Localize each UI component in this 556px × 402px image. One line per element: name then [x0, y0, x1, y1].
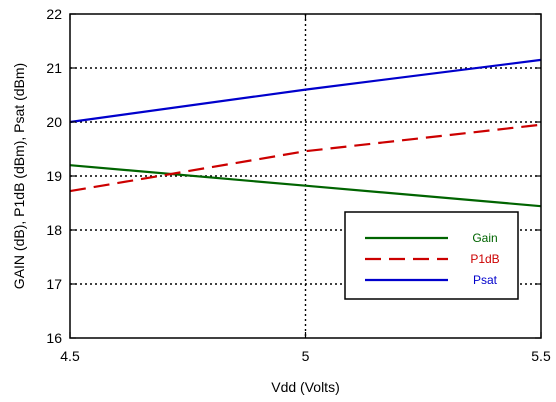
y-axis-label: GAIN (dB), P1dB (dBm), Psat (dBm) — [11, 63, 27, 289]
tick-labels: 16 17 18 19 20 21 22 4.5 5 5.5 — [46, 6, 551, 364]
y-tick-label: 16 — [46, 330, 62, 346]
series-line-gain — [69, 164, 542, 208]
x-tick-label: 5 — [302, 348, 310, 364]
y-tick-label: 17 — [46, 276, 62, 292]
y-tick-label: 21 — [46, 60, 62, 76]
legend-box — [344, 211, 519, 300]
y-tick-label: 22 — [46, 6, 62, 22]
y-tick-label: 20 — [46, 114, 62, 130]
legend-label-p1db: P1dB — [470, 252, 499, 266]
tick-marks — [69, 13, 542, 339]
x-axis-label: Vdd (Volts) — [271, 379, 339, 395]
series-lines — [69, 58, 542, 208]
grid-lines — [70, 14, 541, 338]
y-tick-label: 19 — [46, 168, 62, 184]
legend: Gain P1dB Psat — [344, 211, 519, 300]
x-tick-label: 5.5 — [531, 348, 551, 364]
series-line-p1db — [69, 123, 542, 193]
series-line-psat — [69, 58, 542, 124]
legend-label-gain: Gain — [472, 231, 497, 245]
legend-label-psat: Psat — [473, 273, 498, 287]
y-tick-label: 18 — [46, 222, 62, 238]
x-tick-label: 4.5 — [60, 348, 80, 364]
